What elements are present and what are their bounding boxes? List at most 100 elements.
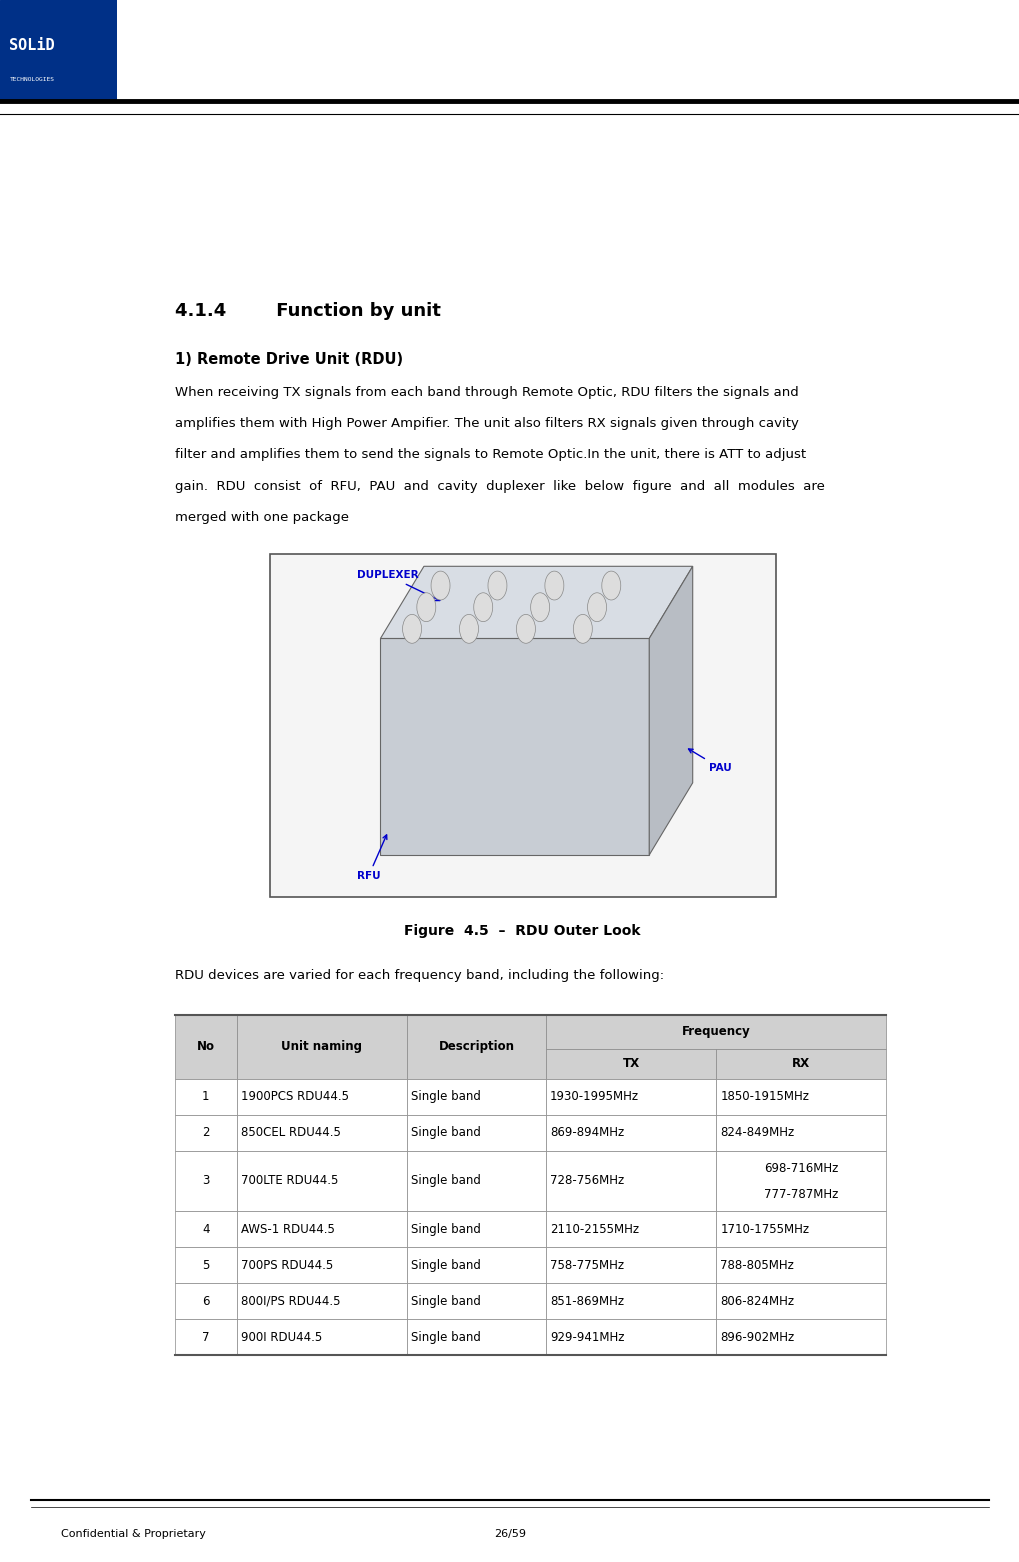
Text: DUPLEXER: DUPLEXER	[357, 570, 439, 600]
Bar	[407, 1211, 545, 1246]
Text: Single band: Single band	[411, 1259, 480, 1271]
Text: 4: 4	[202, 1223, 210, 1236]
Text: 900I RDU44.5: 900I RDU44.5	[240, 1331, 322, 1343]
Text: Frequency: Frequency	[682, 1025, 750, 1039]
Bar	[236, 1115, 407, 1151]
Bar	[715, 1320, 886, 1356]
Bar	[175, 1015, 236, 1079]
Circle shape	[417, 592, 435, 622]
Text: Single band: Single band	[411, 1331, 480, 1343]
Bar	[407, 1115, 545, 1151]
Text: merged with one package: merged with one package	[175, 511, 348, 523]
Text: 777-787MHz: 777-787MHz	[763, 1187, 838, 1201]
Circle shape	[459, 614, 478, 644]
Text: RX: RX	[792, 1057, 809, 1070]
Bar	[407, 1320, 545, 1356]
Bar	[715, 1282, 886, 1320]
Text: Unit naming: Unit naming	[281, 1040, 362, 1053]
Text: RFU: RFU	[357, 834, 386, 881]
Text: 806-824MHz: 806-824MHz	[719, 1295, 794, 1307]
Text: Description: Description	[438, 1040, 514, 1053]
Bar	[175, 1211, 236, 1246]
Text: 2110-2155MHz: 2110-2155MHz	[549, 1223, 639, 1236]
Bar	[236, 1079, 407, 1115]
Bar	[236, 1151, 407, 1211]
Bar	[236, 1320, 407, 1356]
Bar	[545, 1048, 715, 1079]
Circle shape	[403, 614, 421, 644]
Text: 4.1.4        Function by unit: 4.1.4 Function by unit	[175, 301, 440, 320]
Bar	[715, 1151, 886, 1211]
Bar	[715, 1048, 886, 1079]
Text: Confidential & Proprietary: Confidential & Proprietary	[61, 1529, 206, 1539]
Bar	[236, 1246, 407, 1282]
Bar	[175, 1246, 236, 1282]
Bar	[407, 1151, 545, 1211]
Text: 700PS RDU44.5: 700PS RDU44.5	[240, 1259, 332, 1271]
Text: No: No	[197, 1040, 215, 1053]
Bar	[407, 1246, 545, 1282]
Circle shape	[573, 614, 592, 644]
Text: Single band: Single band	[411, 1295, 480, 1307]
Text: 1900PCS RDU44.5: 1900PCS RDU44.5	[240, 1090, 348, 1103]
Bar	[545, 1282, 715, 1320]
Polygon shape	[380, 567, 692, 639]
Text: 824-849MHz: 824-849MHz	[719, 1126, 794, 1139]
Text: 700LTE RDU44.5: 700LTE RDU44.5	[240, 1175, 337, 1187]
Bar	[545, 1151, 715, 1211]
Text: TECHNOLOGIES: TECHNOLOGIES	[9, 77, 54, 81]
Text: SOLiD: SOLiD	[9, 37, 55, 53]
Text: AWS-1 RDU44.5: AWS-1 RDU44.5	[240, 1223, 334, 1236]
Bar	[545, 1015, 886, 1048]
Text: Single band: Single band	[411, 1090, 480, 1103]
Bar	[545, 1079, 715, 1115]
Bar	[545, 1211, 715, 1246]
Polygon shape	[649, 567, 692, 854]
Text: 1930-1995MHz: 1930-1995MHz	[549, 1090, 639, 1103]
Text: 851-869MHz: 851-869MHz	[549, 1295, 624, 1307]
Text: gain.  RDU  consist  of  RFU,  PAU  and  cavity  duplexer  like  below  figure  : gain. RDU consist of RFU, PAU and cavity…	[175, 480, 824, 492]
Bar	[407, 1282, 545, 1320]
Circle shape	[530, 592, 549, 622]
Text: 2: 2	[202, 1126, 210, 1139]
Text: 7: 7	[202, 1331, 210, 1343]
Bar	[236, 1211, 407, 1246]
Text: 1: 1	[202, 1090, 210, 1103]
Text: 1) Remote Drive Unit (RDU): 1) Remote Drive Unit (RDU)	[175, 351, 403, 367]
Bar	[715, 1211, 886, 1246]
Text: Single band: Single band	[411, 1175, 480, 1187]
Bar	[407, 1079, 545, 1115]
Text: 1850-1915MHz: 1850-1915MHz	[719, 1090, 808, 1103]
Bar	[236, 1015, 407, 1079]
Text: 6: 6	[202, 1295, 210, 1307]
Text: 698-716MHz: 698-716MHz	[763, 1162, 838, 1175]
Bar	[175, 1320, 236, 1356]
Bar	[236, 1282, 407, 1320]
Circle shape	[473, 592, 492, 622]
Circle shape	[601, 572, 621, 600]
Text: 800I/PS RDU44.5: 800I/PS RDU44.5	[240, 1295, 340, 1307]
Text: Single band: Single band	[411, 1223, 480, 1236]
Bar	[175, 1151, 236, 1211]
Text: 929-941MHz: 929-941MHz	[549, 1331, 624, 1343]
Bar	[407, 1015, 545, 1079]
Text: amplifies them with High Power Ampifier. The unit also filters RX signals given : amplifies them with High Power Ampifier.…	[175, 417, 798, 430]
Text: PAU: PAU	[688, 748, 731, 773]
Bar	[545, 1320, 715, 1356]
Text: Single band: Single band	[411, 1126, 480, 1139]
Text: 869-894MHz: 869-894MHz	[549, 1126, 624, 1139]
Circle shape	[487, 572, 506, 600]
Bar	[715, 1115, 886, 1151]
Bar	[545, 1115, 715, 1151]
Circle shape	[431, 572, 449, 600]
Text: RDU devices are varied for each frequency band, including the following:: RDU devices are varied for each frequenc…	[175, 968, 663, 982]
Text: Figure  4.5  –  RDU Outer Look: Figure 4.5 – RDU Outer Look	[405, 923, 640, 937]
Text: 850CEL RDU44.5: 850CEL RDU44.5	[240, 1126, 340, 1139]
Bar	[175, 1282, 236, 1320]
Bar	[175, 1079, 236, 1115]
Text: TX: TX	[622, 1057, 639, 1070]
Text: filter and amplifies them to send the signals to Remote Optic.In the unit, there: filter and amplifies them to send the si…	[175, 448, 805, 461]
Text: 3: 3	[202, 1175, 209, 1187]
Bar	[175, 1115, 236, 1151]
Text: 728-756MHz: 728-756MHz	[549, 1175, 624, 1187]
